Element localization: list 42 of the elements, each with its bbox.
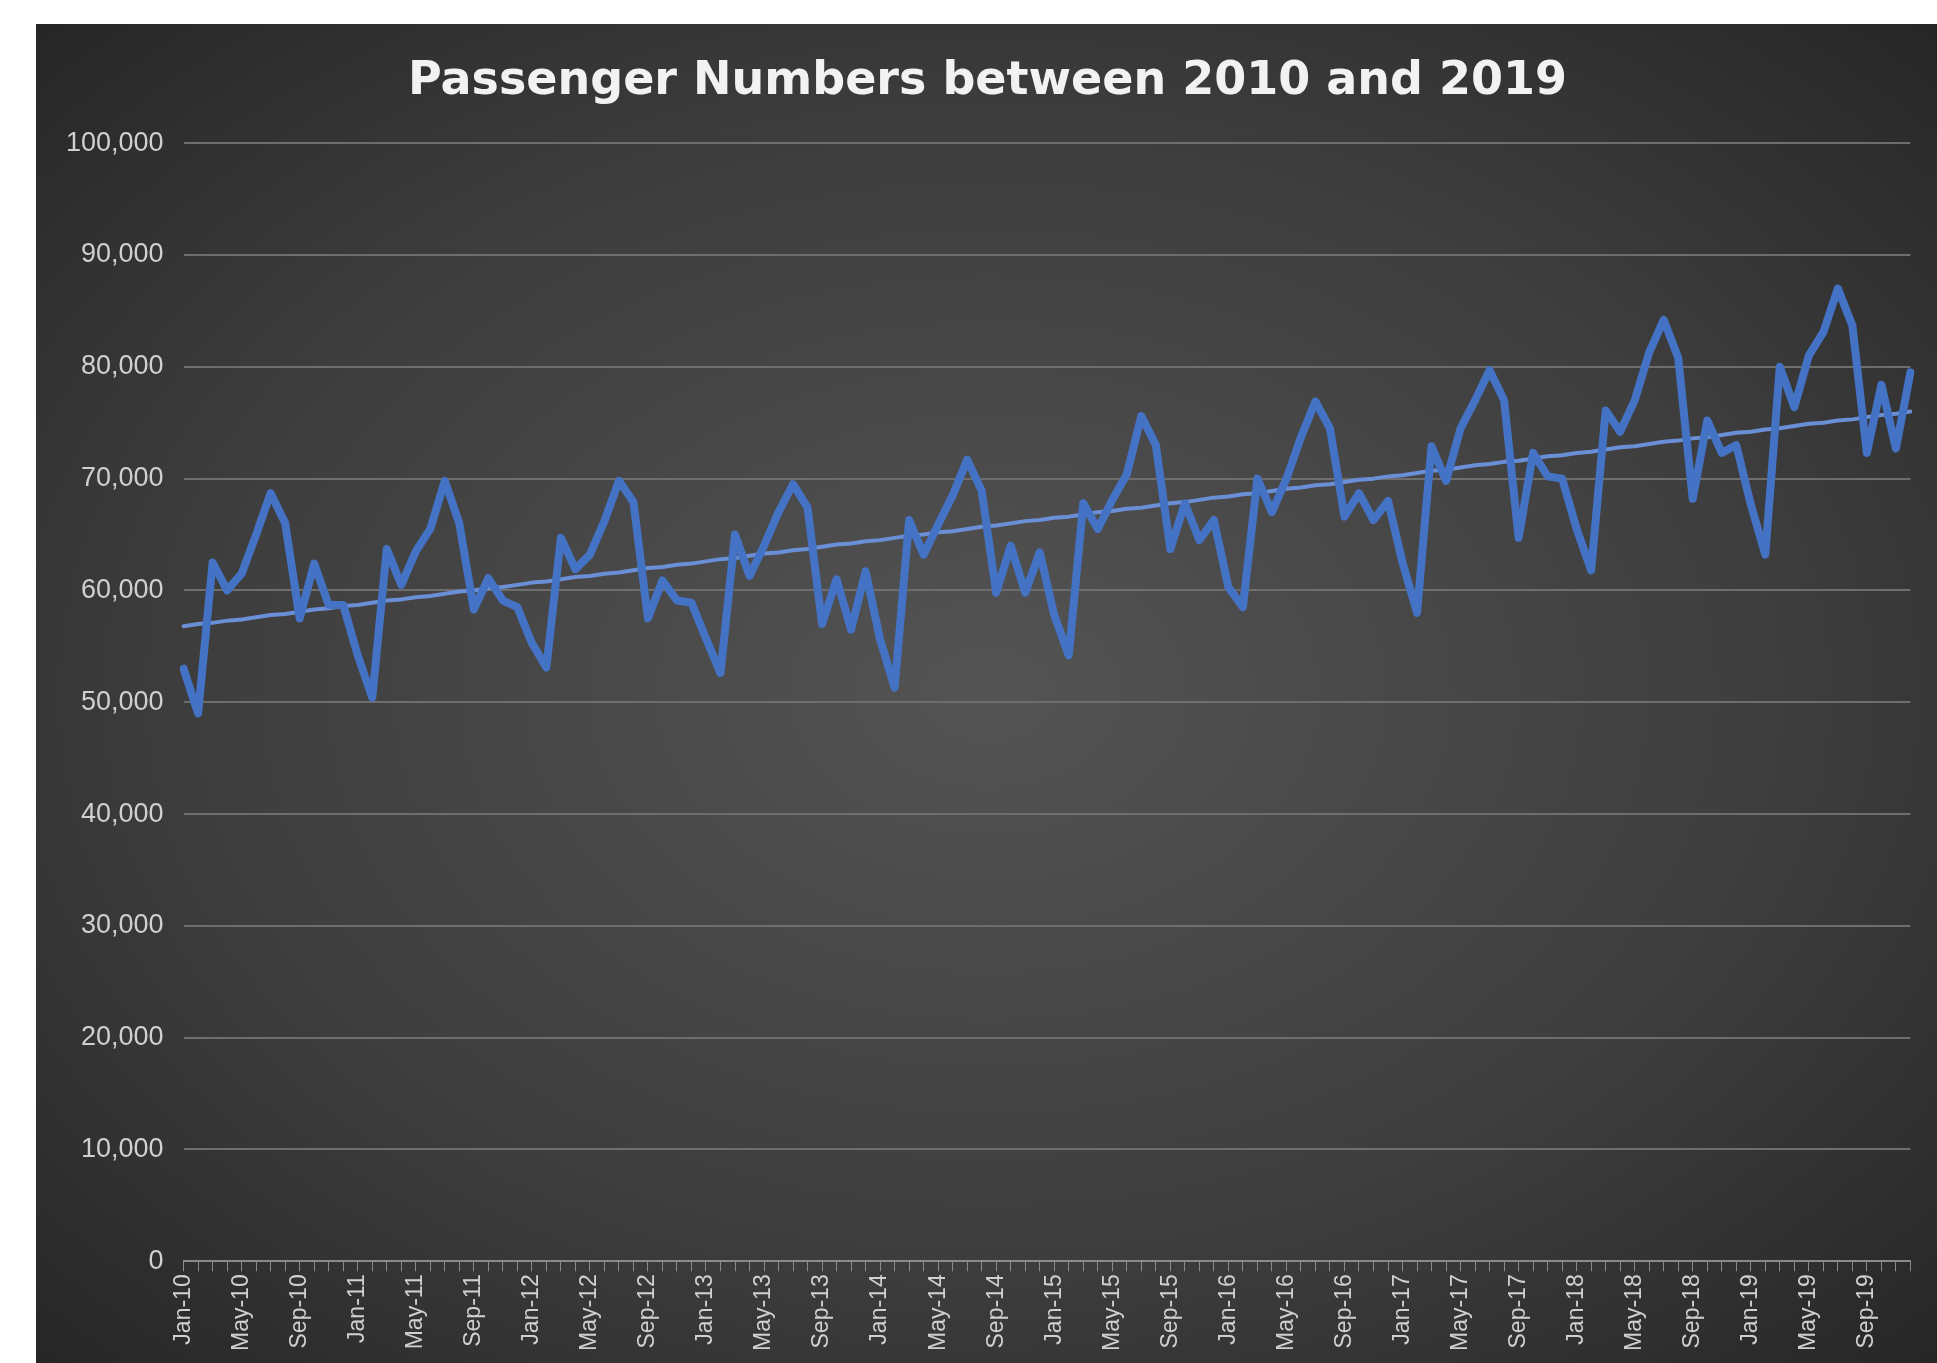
y-tick-label: 60,000 bbox=[81, 573, 164, 604]
x-tick-label: Sep-15 bbox=[1155, 1274, 1182, 1349]
x-tick-label: May-15 bbox=[1097, 1274, 1124, 1352]
y-tick-label: 70,000 bbox=[81, 462, 164, 493]
x-tick-label: Sep-13 bbox=[807, 1274, 834, 1349]
x-tick-label: Jan-17 bbox=[1387, 1274, 1414, 1345]
x-tick-label: May-19 bbox=[1794, 1274, 1821, 1352]
y-tick-label: 100,000 bbox=[65, 126, 164, 157]
y-tick-label: 20,000 bbox=[81, 1021, 164, 1052]
x-tick-label: May-17 bbox=[1445, 1274, 1472, 1352]
x-tick-label: May-16 bbox=[1271, 1274, 1298, 1352]
x-tick-label: May-14 bbox=[923, 1274, 950, 1352]
x-tick-label: Sep-11 bbox=[459, 1274, 486, 1347]
y-tick-label: 0 bbox=[148, 1244, 164, 1275]
x-tick-label: Sep-10 bbox=[285, 1274, 312, 1349]
x-tick-label: Jan-12 bbox=[517, 1274, 544, 1345]
y-tick-label: 40,000 bbox=[81, 797, 164, 828]
x-tick-label: Sep-18 bbox=[1678, 1274, 1705, 1349]
x-tick-label: Jan-13 bbox=[691, 1274, 718, 1345]
x-tick-label: May-18 bbox=[1620, 1274, 1647, 1352]
x-tick-label: May-13 bbox=[749, 1274, 776, 1352]
y-tick-label: 80,000 bbox=[81, 350, 164, 381]
x-tick-label: Jan-19 bbox=[1736, 1274, 1763, 1345]
x-tick-label: Jan-11 bbox=[343, 1274, 370, 1343]
x-tick-label: Jan-18 bbox=[1561, 1274, 1588, 1345]
x-tick-label: Sep-16 bbox=[1329, 1274, 1356, 1349]
y-tick-label: 50,000 bbox=[81, 685, 164, 716]
y-tick-label: 10,000 bbox=[81, 1132, 164, 1163]
x-tick-label: May-12 bbox=[575, 1274, 602, 1352]
x-tick-label: May-11 bbox=[401, 1274, 428, 1350]
x-tick-label: Sep-19 bbox=[1852, 1274, 1879, 1349]
x-tick-label: Jan-14 bbox=[865, 1274, 892, 1345]
x-tick-label: Jan-10 bbox=[168, 1274, 195, 1345]
chart-title: Passenger Numbers between 2010 and 2019 bbox=[407, 50, 1568, 105]
y-tick-label: 90,000 bbox=[81, 238, 164, 269]
y-tick-label: 30,000 bbox=[81, 909, 164, 940]
x-tick-label: Jan-15 bbox=[1039, 1274, 1066, 1345]
x-tick-label: Sep-17 bbox=[1503, 1274, 1530, 1349]
x-tick-label: Sep-14 bbox=[981, 1274, 1008, 1349]
x-tick-label: Jan-16 bbox=[1213, 1274, 1240, 1345]
x-tick-label: Sep-12 bbox=[633, 1274, 660, 1349]
x-tick-label: May-10 bbox=[226, 1274, 253, 1352]
